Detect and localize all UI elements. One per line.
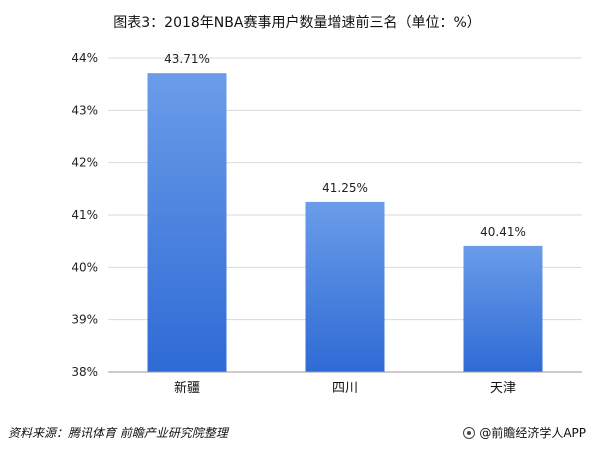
brand-text: @前瞻经济学人APP xyxy=(479,426,586,440)
bars xyxy=(147,73,543,372)
category-label: 天津 xyxy=(490,381,516,396)
y-tick-label: 42% xyxy=(71,156,98,170)
x-axis-categories: 新疆 四川 天津 xyxy=(174,380,516,396)
chart-title: 图表3：2018年NBA赛事用户数量增速前三名（单位：%） xyxy=(113,15,481,31)
y-tick-label: 44% xyxy=(71,51,98,65)
category-label: 四川 xyxy=(332,381,358,396)
bar-2 xyxy=(305,201,385,372)
category-label: 新疆 xyxy=(174,380,200,396)
y-tick-label: 40% xyxy=(71,260,98,274)
data-label: 43.71% xyxy=(164,52,210,66)
y-tick-label: 39% xyxy=(71,313,98,327)
y-axis-ticks: 38% 39% 40% 41% 42% 43% 44% xyxy=(71,51,98,379)
brand-logo-icon xyxy=(463,426,476,439)
y-tick-label: 38% xyxy=(71,365,98,379)
data-labels: 43.71% 41.25% 40.41% xyxy=(164,52,526,239)
y-tick-label: 41% xyxy=(71,208,98,222)
bar-1 xyxy=(147,73,227,372)
data-label: 40.41% xyxy=(480,225,526,239)
y-tick-label: 43% xyxy=(71,103,98,117)
brand-credit: @前瞻经济学人APP xyxy=(463,424,586,441)
data-label: 41.25% xyxy=(322,181,368,195)
source-note: 资料来源：腾讯体育 前瞻产业研究院整理 xyxy=(8,426,228,440)
bar-3 xyxy=(463,245,543,372)
